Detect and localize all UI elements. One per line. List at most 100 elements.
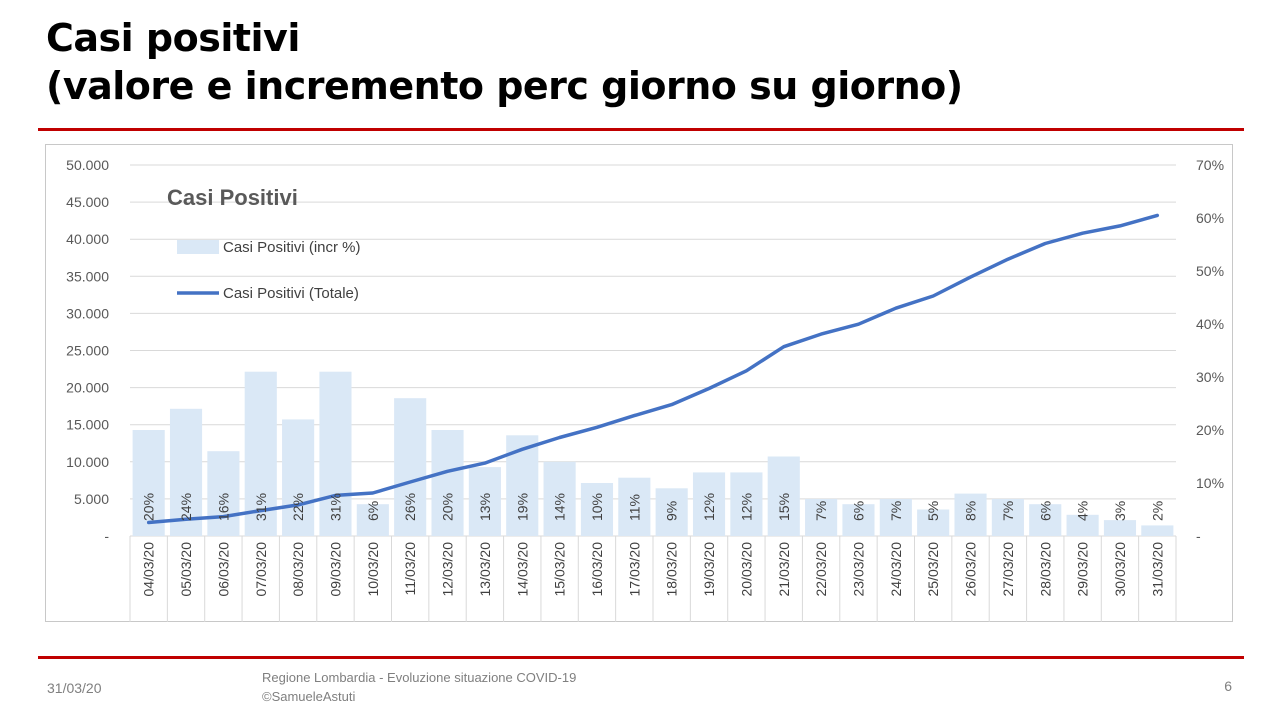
footer-divider bbox=[38, 656, 1244, 659]
bar bbox=[655, 488, 688, 536]
page-number: 6 bbox=[1224, 678, 1232, 694]
bar bbox=[842, 504, 875, 536]
bar bbox=[692, 472, 726, 536]
bar bbox=[580, 483, 614, 536]
bar-data-label: 10% bbox=[589, 493, 605, 521]
x-tick-label: 22/03/20 bbox=[813, 542, 829, 597]
bar-data-label: 6% bbox=[1037, 501, 1053, 521]
x-tick-label: 21/03/20 bbox=[776, 542, 792, 597]
bar bbox=[730, 472, 763, 536]
y-left-tick-label: 50.000 bbox=[66, 157, 109, 173]
x-tick-label: 30/03/20 bbox=[1112, 542, 1128, 597]
y-right-tick-label: 20% bbox=[1196, 422, 1224, 438]
footer-source-line-2: ©SamueleAstuti bbox=[262, 689, 356, 704]
bar-data-label: 20% bbox=[141, 493, 157, 521]
y-left-tick-label: 25.000 bbox=[66, 343, 109, 359]
bar-data-label: 6% bbox=[365, 501, 381, 521]
x-tick-label: 07/03/20 bbox=[253, 542, 269, 597]
bar bbox=[1029, 504, 1062, 536]
bar-data-label: 5% bbox=[925, 501, 941, 521]
slide-title-line-1: Casi positivi bbox=[46, 16, 300, 60]
y-left-tick-label: 10.000 bbox=[66, 454, 109, 470]
bar-data-label: 6% bbox=[850, 501, 866, 521]
legend-label-bar: Casi Positivi (incr %) bbox=[223, 239, 361, 256]
bar bbox=[207, 451, 240, 536]
bar bbox=[805, 498, 838, 536]
x-tick-label: 31/03/20 bbox=[1149, 542, 1165, 597]
bar bbox=[282, 419, 315, 536]
bar-data-label: 31% bbox=[327, 493, 343, 521]
bar bbox=[917, 509, 950, 536]
x-tick-label: 16/03/20 bbox=[589, 542, 605, 597]
x-tick-label: 19/03/20 bbox=[701, 542, 717, 597]
bar-data-label: 19% bbox=[514, 493, 530, 521]
bar-data-label: 26% bbox=[402, 493, 418, 521]
y-left-tick-label: - bbox=[104, 528, 109, 544]
x-tick-label: 04/03/20 bbox=[141, 542, 157, 597]
x-tick-label: 26/03/20 bbox=[963, 542, 979, 597]
x-tick-label: 15/03/20 bbox=[552, 542, 568, 597]
y-right-tick-label: 10% bbox=[1196, 475, 1224, 491]
x-tick-label: 20/03/20 bbox=[738, 542, 754, 597]
bar bbox=[431, 430, 464, 536]
bar-data-label: 12% bbox=[738, 493, 754, 521]
y-left-tick-label: 40.000 bbox=[66, 231, 109, 247]
bar bbox=[394, 398, 427, 536]
x-tick-label: 09/03/20 bbox=[327, 542, 343, 597]
x-tick-label: 25/03/20 bbox=[925, 542, 941, 597]
chart-frame: - 5.000 10.000 15.000 20.000 25.000 30.000 35.0… bbox=[45, 144, 1233, 622]
footer-source-line-1: Regione Lombardia - Evoluzione situazion… bbox=[262, 670, 577, 685]
legend-swatch-bar bbox=[177, 240, 219, 254]
bar bbox=[618, 477, 651, 536]
bar bbox=[879, 498, 912, 536]
bar-data-label: 22% bbox=[290, 493, 306, 521]
y-right-tick-label: - bbox=[1196, 528, 1201, 544]
y-right-tick-label: 30% bbox=[1196, 369, 1224, 385]
bar bbox=[1066, 514, 1099, 536]
x-tick-label: 06/03/20 bbox=[215, 542, 231, 597]
chart-title: Casi Positivi bbox=[167, 185, 298, 210]
bar bbox=[954, 493, 987, 536]
bar-data-label: 20% bbox=[440, 493, 456, 521]
x-tick-label: 05/03/20 bbox=[178, 542, 194, 597]
chart-svg: - 5.000 10.000 15.000 20.000 25.000 30.000 35.0… bbox=[66, 157, 1224, 622]
x-tick-label: 13/03/20 bbox=[477, 542, 493, 597]
x-tick-label: 23/03/20 bbox=[850, 542, 866, 597]
bar-data-label: 12% bbox=[701, 493, 717, 521]
bar bbox=[1141, 525, 1174, 536]
bar-data-label: 7% bbox=[1000, 501, 1016, 521]
legend-label-line: Casi Positivi (Totale) bbox=[223, 285, 359, 302]
bar-data-label: 2% bbox=[1149, 501, 1165, 521]
footer-source: Regione Lombardia - Evoluzione situazion… bbox=[262, 668, 576, 706]
y-right-tick-label: 50% bbox=[1196, 263, 1224, 279]
bar-data-label: 31% bbox=[253, 493, 269, 521]
slide-title-line-2: (valore e incremento perc giorno su gior… bbox=[46, 64, 963, 108]
bar-data-label: 24% bbox=[178, 493, 194, 521]
title-divider bbox=[38, 128, 1244, 131]
y-left-tick-label: 30.000 bbox=[66, 305, 109, 321]
bar bbox=[356, 504, 389, 536]
bar-data-label: 11% bbox=[626, 494, 642, 521]
x-tick-label: 28/03/20 bbox=[1037, 542, 1053, 597]
x-tick-label: 14/03/20 bbox=[514, 542, 530, 597]
x-tick-label: 18/03/20 bbox=[664, 542, 680, 597]
y-right-tick-label: 40% bbox=[1196, 316, 1224, 332]
bar-data-label: 7% bbox=[813, 501, 829, 521]
bar bbox=[1103, 520, 1137, 536]
bar-data-label: 15% bbox=[776, 493, 792, 521]
y-left-tick-label: 35.000 bbox=[66, 268, 109, 284]
footer-date: 31/03/20 bbox=[47, 680, 102, 696]
y-right-tick-label: 70% bbox=[1196, 157, 1224, 173]
slide-title: Casi positivi (valore e incremento perc … bbox=[46, 14, 963, 110]
bar-data-label: 9% bbox=[664, 501, 680, 521]
x-tick-label: 29/03/20 bbox=[1075, 542, 1091, 597]
bar bbox=[169, 408, 203, 536]
y-right-tick-label: 60% bbox=[1196, 210, 1224, 226]
bar-data-label: 4% bbox=[1075, 501, 1091, 521]
bar bbox=[767, 456, 800, 536]
bar bbox=[319, 371, 352, 536]
bar bbox=[132, 430, 165, 536]
bar-data-label: 14% bbox=[552, 493, 568, 521]
bar-data-label: 16% bbox=[215, 493, 231, 521]
x-tick-label: 11/03/20 bbox=[402, 542, 418, 596]
